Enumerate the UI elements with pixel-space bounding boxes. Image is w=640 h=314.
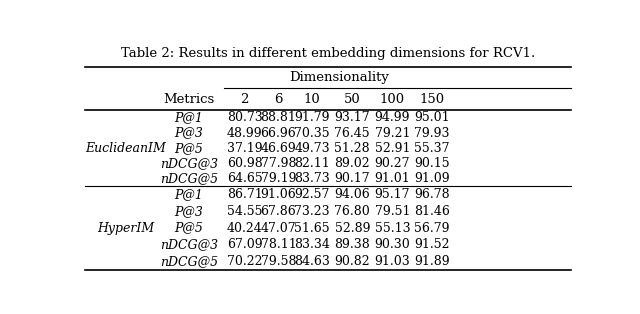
Text: P@5: P@5	[175, 222, 204, 235]
Text: 86.71: 86.71	[227, 188, 262, 201]
Text: nDCG@5: nDCG@5	[160, 255, 218, 268]
Text: 100: 100	[380, 93, 405, 106]
Text: 90.30: 90.30	[374, 238, 410, 251]
Text: 67.86: 67.86	[260, 205, 296, 218]
Text: 91.52: 91.52	[415, 238, 450, 251]
Text: 55.13: 55.13	[374, 222, 410, 235]
Text: 83.34: 83.34	[294, 238, 330, 251]
Text: 84.63: 84.63	[294, 255, 330, 268]
Text: HyperIM: HyperIM	[97, 222, 154, 235]
Text: 90.15: 90.15	[414, 157, 450, 170]
Text: 48.99: 48.99	[227, 127, 262, 139]
Text: 80.73: 80.73	[227, 111, 262, 124]
Text: nDCG@3: nDCG@3	[160, 238, 218, 251]
Text: 91.09: 91.09	[414, 172, 450, 185]
Text: P@5: P@5	[175, 142, 204, 155]
Text: 90.17: 90.17	[335, 172, 370, 185]
Text: 91.06: 91.06	[260, 188, 296, 201]
Text: 66.96: 66.96	[260, 127, 296, 139]
Text: Table 2: Results in different embedding dimensions for RCV1.: Table 2: Results in different embedding …	[121, 47, 535, 60]
Text: P@1: P@1	[175, 188, 204, 201]
Text: 79.93: 79.93	[415, 127, 450, 139]
Text: P@3: P@3	[175, 127, 204, 139]
Text: EuclideanIM: EuclideanIM	[85, 142, 166, 155]
Text: 60.98: 60.98	[227, 157, 262, 170]
Text: 47.07: 47.07	[260, 222, 296, 235]
Text: 70.35: 70.35	[294, 127, 330, 139]
Text: P@3: P@3	[175, 205, 204, 218]
Text: 91.79: 91.79	[294, 111, 330, 124]
Text: 67.09: 67.09	[227, 238, 262, 251]
Text: 56.79: 56.79	[415, 222, 450, 235]
Text: 76.45: 76.45	[335, 127, 370, 139]
Text: 89.38: 89.38	[335, 238, 370, 251]
Text: 94.06: 94.06	[335, 188, 370, 201]
Text: 92.57: 92.57	[294, 188, 330, 201]
Text: 77.98: 77.98	[260, 157, 296, 170]
Text: 49.73: 49.73	[294, 142, 330, 155]
Text: 2: 2	[241, 93, 249, 106]
Text: 94.99: 94.99	[375, 111, 410, 124]
Text: 54.55: 54.55	[227, 205, 262, 218]
Text: 52.89: 52.89	[335, 222, 370, 235]
Text: 46.69: 46.69	[260, 142, 296, 155]
Text: 51.28: 51.28	[335, 142, 370, 155]
Text: 52.91: 52.91	[375, 142, 410, 155]
Text: 55.37: 55.37	[415, 142, 450, 155]
Text: 79.51: 79.51	[375, 205, 410, 218]
Text: Dimensionality: Dimensionality	[289, 71, 389, 84]
Text: 91.01: 91.01	[374, 172, 410, 185]
Text: 81.46: 81.46	[414, 205, 450, 218]
Text: 150: 150	[420, 93, 445, 106]
Text: nDCG@5: nDCG@5	[160, 172, 218, 185]
Text: 95.01: 95.01	[414, 111, 450, 124]
Text: 91.03: 91.03	[374, 255, 410, 268]
Text: P@1: P@1	[175, 111, 204, 124]
Text: 79.58: 79.58	[260, 255, 296, 268]
Text: 88.81: 88.81	[260, 111, 296, 124]
Text: 79.19: 79.19	[260, 172, 296, 185]
Text: 95.17: 95.17	[375, 188, 410, 201]
Text: 76.80: 76.80	[335, 205, 370, 218]
Text: 50: 50	[344, 93, 361, 106]
Text: 93.17: 93.17	[335, 111, 370, 124]
Text: 83.73: 83.73	[294, 172, 330, 185]
Text: 90.82: 90.82	[335, 255, 370, 268]
Text: 78.11: 78.11	[260, 238, 296, 251]
Text: 37.19: 37.19	[227, 142, 262, 155]
Text: 64.65: 64.65	[227, 172, 262, 185]
Text: 96.78: 96.78	[414, 188, 450, 201]
Text: 6: 6	[274, 93, 283, 106]
Text: nDCG@3: nDCG@3	[160, 157, 218, 170]
Text: 73.23: 73.23	[294, 205, 330, 218]
Text: 40.24: 40.24	[227, 222, 262, 235]
Text: Metrics: Metrics	[163, 93, 215, 106]
Text: 79.21: 79.21	[375, 127, 410, 139]
Text: 91.89: 91.89	[414, 255, 450, 268]
Text: 82.11: 82.11	[294, 157, 330, 170]
Text: 70.22: 70.22	[227, 255, 262, 268]
Text: 51.65: 51.65	[294, 222, 330, 235]
Text: 90.27: 90.27	[375, 157, 410, 170]
Text: 10: 10	[304, 93, 321, 106]
Text: 89.02: 89.02	[335, 157, 370, 170]
